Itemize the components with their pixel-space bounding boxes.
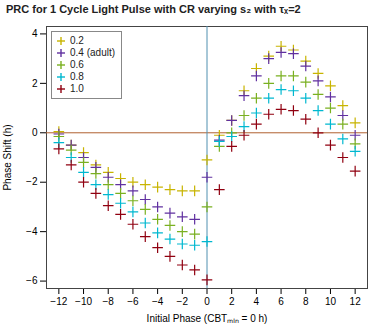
svg-text:−2: −2 [177, 296, 189, 307]
svg-text:Initial Phase (CBTₘᵢₙ = 0 h): Initial Phase (CBTₘᵢₙ = 0 h) [147, 313, 268, 324]
svg-text:−12: −12 [50, 296, 67, 307]
html-text:0.6: 0.6 [70, 59, 84, 70]
svg-text:−6: −6 [26, 275, 38, 286]
svg-text:0: 0 [204, 296, 210, 307]
svg-text:−10: −10 [75, 296, 92, 307]
html-text:0.4 (adult): 0.4 (adult) [70, 47, 115, 58]
svg-text:12: 12 [350, 296, 362, 307]
svg-text:−2: −2 [26, 176, 38, 187]
svg-text:0: 0 [32, 127, 38, 138]
svg-text:6: 6 [278, 296, 284, 307]
svg-text:−6: −6 [127, 296, 139, 307]
html-text:PRC for 1 Cycle Light Pulse wi: PRC for 1 Cycle Light Pulse with CR vary… [6, 3, 301, 15]
svg-text:2: 2 [32, 78, 38, 89]
svg-text:−4: −4 [152, 296, 164, 307]
svg-text:4: 4 [254, 296, 260, 307]
svg-text:8: 8 [303, 296, 309, 307]
svg-text:−8: −8 [103, 296, 115, 307]
svg-text:2: 2 [229, 296, 235, 307]
svg-text:−4: −4 [26, 226, 38, 237]
svg-text:4: 4 [32, 28, 38, 39]
svg-text:10: 10 [325, 296, 337, 307]
html-text:0.8: 0.8 [70, 71, 84, 82]
html-text:1.0: 1.0 [70, 83, 84, 94]
svg-text:Phase Shift (h): Phase Shift (h) [2, 124, 13, 190]
html-text:0.2: 0.2 [70, 35, 84, 46]
